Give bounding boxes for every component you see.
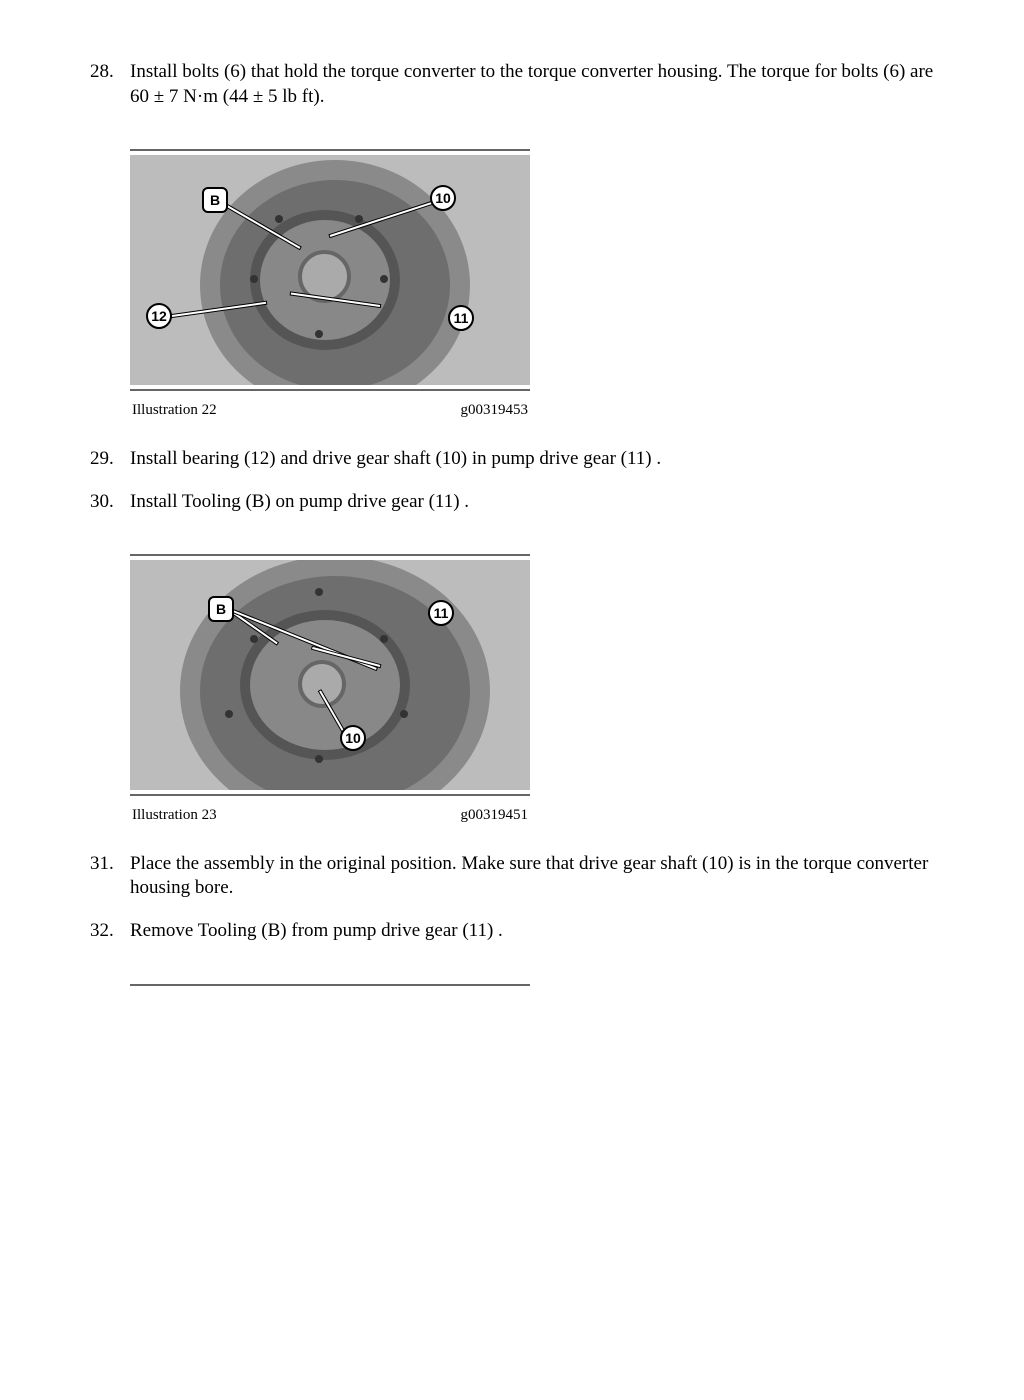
instruction-list: 28. Install bolts (6) that hold the torq… <box>90 60 934 986</box>
figure-code: g00319453 <box>461 401 529 421</box>
step-31: 31. Place the assembly in the original p… <box>90 852 934 901</box>
figure-label: Illustration 23 <box>132 806 217 826</box>
step-32: 32. Remove Tooling (B) from pump drive g… <box>90 919 934 944</box>
figure-rule-bottom <box>130 389 530 391</box>
figure-22-caption: Illustration 22 g00319453 <box>130 401 530 421</box>
callout-11: 11 <box>448 305 474 331</box>
callout-B: B <box>208 596 234 622</box>
figure-22-image: B 10 11 12 <box>130 155 530 385</box>
callout-B: B <box>202 187 228 213</box>
step-text: Install bolts (6) that hold the torque c… <box>130 61 933 107</box>
step-29: 29. Install bearing (12) and drive gear … <box>90 447 934 472</box>
figure-label: Illustration 22 <box>132 401 217 421</box>
step-text: Install bearing (12) and drive gear shaf… <box>130 448 661 469</box>
step-text: Install Tooling (B) on pump drive gear (… <box>130 491 469 512</box>
step-number: 32. <box>90 919 114 944</box>
figure-rule-top <box>130 984 530 986</box>
figure-rule-top <box>130 149 530 151</box>
step-number: 29. <box>90 447 114 472</box>
step-number: 31. <box>90 852 114 877</box>
figure-23: B 11 10 Illustration 23 g00319451 <box>130 554 530 826</box>
figure-rule-bottom <box>130 794 530 796</box>
step-number: 30. <box>90 490 114 515</box>
callout-10: 10 <box>430 185 456 211</box>
step-28: 28. Install bolts (6) that hold the torq… <box>90 60 934 109</box>
step-text: Place the assembly in the original posit… <box>130 853 928 899</box>
step-number: 28. <box>90 60 114 85</box>
figure-rule-top <box>130 554 530 556</box>
figure-code: g00319451 <box>461 806 529 826</box>
figure-24-partial <box>130 984 530 986</box>
figure-23-caption: Illustration 23 g00319451 <box>130 806 530 826</box>
step-30: 30. Install Tooling (B) on pump drive ge… <box>90 490 934 515</box>
callout-12: 12 <box>146 303 172 329</box>
step-text: Remove Tooling (B) from pump drive gear … <box>130 920 503 941</box>
figure-22: B 10 11 12 Illustration 22 g00319453 <box>130 149 530 421</box>
figure-23-image: B 11 10 <box>130 560 530 790</box>
